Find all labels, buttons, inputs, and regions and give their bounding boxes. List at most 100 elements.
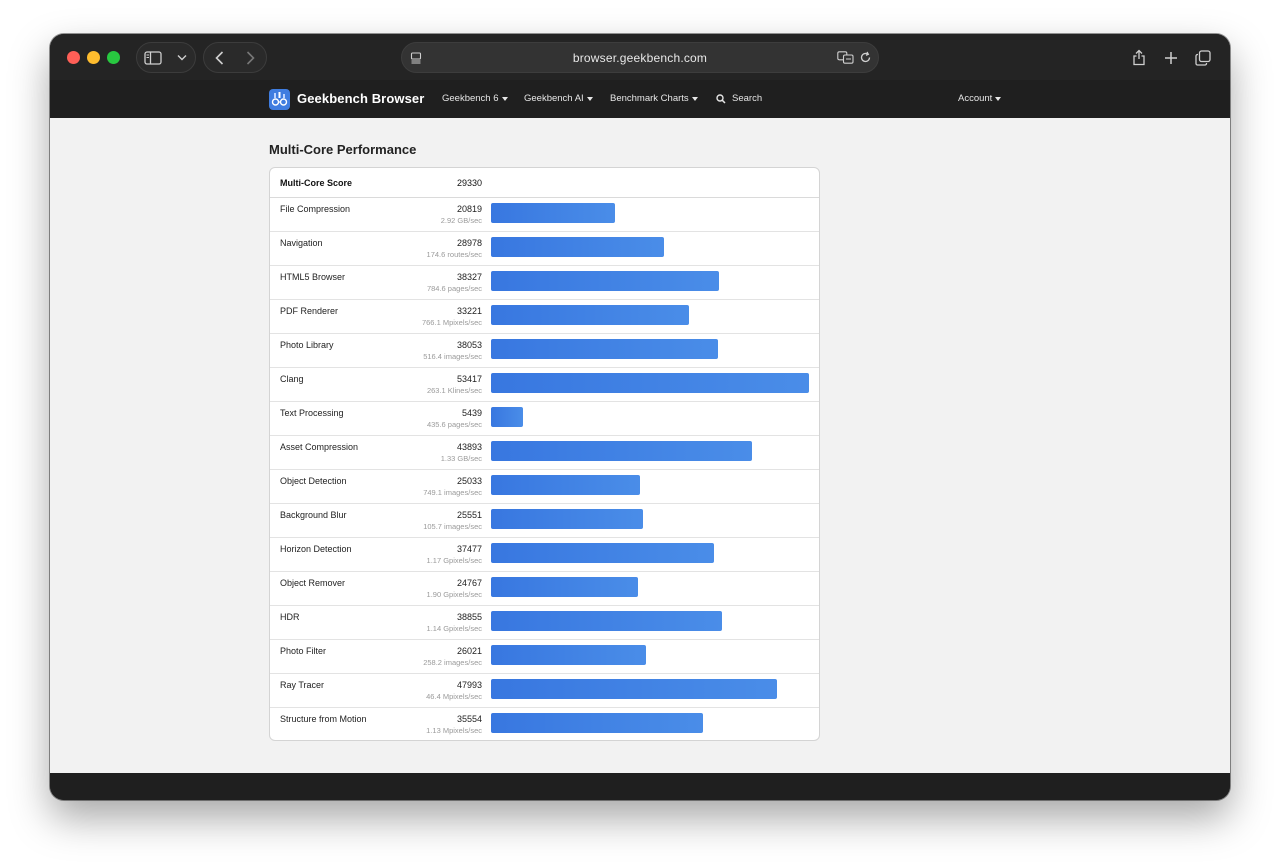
nav-search[interactable]: Search xyxy=(716,93,762,104)
page-footer xyxy=(50,773,1230,800)
score-bar xyxy=(491,577,638,597)
back-arrow-icon xyxy=(215,50,224,65)
score-bar xyxy=(491,543,714,563)
benchmark-throughput: 435.6 pages/sec xyxy=(426,420,482,429)
zoom-window-button[interactable] xyxy=(107,51,120,64)
score-bar xyxy=(491,713,703,733)
address-bar[interactable]: browser.geekbench.com xyxy=(401,42,879,73)
close-window-button[interactable] xyxy=(67,51,80,64)
benchmark-score: 33221 xyxy=(456,306,482,316)
score-bar xyxy=(491,407,523,427)
benchmark-throughput: 258.2 images/sec xyxy=(423,658,482,667)
chevron-down-icon xyxy=(177,55,187,61)
benchmark-name: Ray Tracer xyxy=(280,680,325,690)
url-text[interactable]: browser.geekbench.com xyxy=(572,50,708,65)
table-row: HTML5 Browser 38327 784.6 pages/sec xyxy=(270,266,819,300)
benchmark-throughput: 1.17 Gpixels/sec xyxy=(426,556,482,565)
forward-arrow-icon xyxy=(246,50,255,65)
score-bar xyxy=(491,237,664,257)
nav-geekbench-6-label: Geekbench 6 xyxy=(442,93,499,104)
benchmark-throughput: 784.6 pages/sec xyxy=(426,284,482,293)
table-row: PDF Renderer 33221 766.1 Mpixels/sec xyxy=(270,300,819,334)
score-bar xyxy=(491,441,752,461)
benchmark-name: Navigation xyxy=(280,238,323,248)
benchmark-name: Photo Library xyxy=(280,340,334,350)
benchmark-score: 38855 xyxy=(456,612,482,622)
forward-button[interactable] xyxy=(235,43,266,72)
tab-overview-button[interactable] xyxy=(1187,43,1219,72)
caret-down-icon xyxy=(691,97,698,101)
score-bar xyxy=(491,203,615,223)
table-row: Photo Filter 26021 258.2 images/sec xyxy=(270,640,819,674)
table-row: Navigation 28978 174.6 routes/sec xyxy=(270,232,819,266)
sidebar-toggle-button[interactable] xyxy=(137,43,169,72)
minimize-window-button[interactable] xyxy=(87,51,100,64)
benchmark-throughput: 766.1 Mpixels/sec xyxy=(421,318,482,327)
benchmark-score: 38327 xyxy=(456,272,482,282)
nav-search-label: Search xyxy=(732,93,763,104)
new-tab-button[interactable] xyxy=(1155,43,1187,72)
table-row: Photo Library 38053 516.4 images/sec xyxy=(270,334,819,368)
benchmark-score: 26021 xyxy=(456,646,482,656)
score-bar xyxy=(491,509,643,529)
score-bar xyxy=(491,305,689,325)
score-bar xyxy=(491,611,722,631)
nav-account[interactable]: Account xyxy=(958,93,1002,104)
benchmark-throughput: 174.6 routes/sec xyxy=(426,250,482,259)
score-bar xyxy=(491,679,777,699)
translate-icon[interactable] xyxy=(837,51,854,69)
sidebar-control xyxy=(136,42,196,73)
benchmark-throughput: 516.4 images/sec xyxy=(423,352,482,361)
total-score-value: 29330 xyxy=(456,178,482,188)
table-row: Ray Tracer 47993 46.4 Mpixels/sec xyxy=(270,674,819,708)
table-row: Horizon Detection 37477 1.17 Gpixels/sec xyxy=(270,538,819,572)
table-row: Object Detection 25033 749.1 images/sec xyxy=(270,470,819,504)
share-button[interactable] xyxy=(1123,43,1155,72)
benchmark-throughput: 1.90 Gpixels/sec xyxy=(426,590,482,599)
nav-benchmark-charts[interactable]: Benchmark Charts xyxy=(610,93,698,104)
benchmark-score: 25551 xyxy=(456,510,482,520)
benchmark-name: Object Remover xyxy=(280,578,346,588)
score-bar xyxy=(491,339,718,359)
score-bar xyxy=(491,271,719,291)
benchmark-name: File Compression xyxy=(280,204,351,214)
reader-icon[interactable] xyxy=(410,51,422,69)
history-controls xyxy=(203,42,267,73)
geekbench-logo-icon[interactable] xyxy=(269,89,290,110)
back-button[interactable] xyxy=(204,43,235,72)
multi-core-table: Multi-Core Score 29330 File Compression 2… xyxy=(269,167,820,741)
benchmark-score: 53417 xyxy=(456,374,482,384)
page-content: Multi-Core Performance Multi-Core Score … xyxy=(50,118,1230,773)
benchmark-throughput: 263.1 Klines/sec xyxy=(426,386,482,395)
table-row: Asset Compression 43893 1.33 GB/sec xyxy=(270,436,819,470)
nav-geekbench-6[interactable]: Geekbench 6 xyxy=(442,93,508,104)
caret-down-icon xyxy=(995,97,1002,101)
table-row: Clang 53417 263.1 Klines/sec xyxy=(270,368,819,402)
brand-name[interactable]: Geekbench Browser xyxy=(297,91,425,106)
browser-window: browser.geekbench.com Geekbench Browser xyxy=(50,34,1230,800)
benchmark-score: 25033 xyxy=(456,476,482,486)
reload-icon[interactable] xyxy=(859,51,872,69)
share-icon xyxy=(1133,49,1145,66)
benchmark-name: Object Detection xyxy=(280,476,347,486)
benchmark-score: 38053 xyxy=(456,340,482,350)
benchmark-score: 20819 xyxy=(456,204,482,214)
search-icon xyxy=(716,93,726,104)
benchmark-score: 43893 xyxy=(456,442,482,452)
table-row: Background Blur 25551 105.7 images/sec xyxy=(270,504,819,538)
total-score-label: Multi-Core Score xyxy=(280,178,353,188)
sidebar-menu-button[interactable] xyxy=(169,43,195,72)
benchmark-name: Clang xyxy=(280,374,304,384)
benchmark-name: Horizon Detection xyxy=(280,544,352,554)
table-row: Object Remover 24767 1.90 Gpixels/sec xyxy=(270,572,819,606)
benchmark-throughput: 2.92 GB/sec xyxy=(440,216,482,225)
table-row: HDR 38855 1.14 Gpixels/sec xyxy=(270,606,819,640)
benchmark-throughput: 1.14 Gpixels/sec xyxy=(426,624,482,633)
benchmark-name: Background Blur xyxy=(280,510,347,520)
nav-account-label: Account xyxy=(958,93,993,104)
score-bar xyxy=(491,475,640,495)
benchmark-score: 35554 xyxy=(456,714,482,724)
nav-geekbench-ai[interactable]: Geekbench AI xyxy=(524,93,593,104)
benchmark-throughput: 1.33 GB/sec xyxy=(440,454,482,463)
score-bar xyxy=(491,645,646,665)
